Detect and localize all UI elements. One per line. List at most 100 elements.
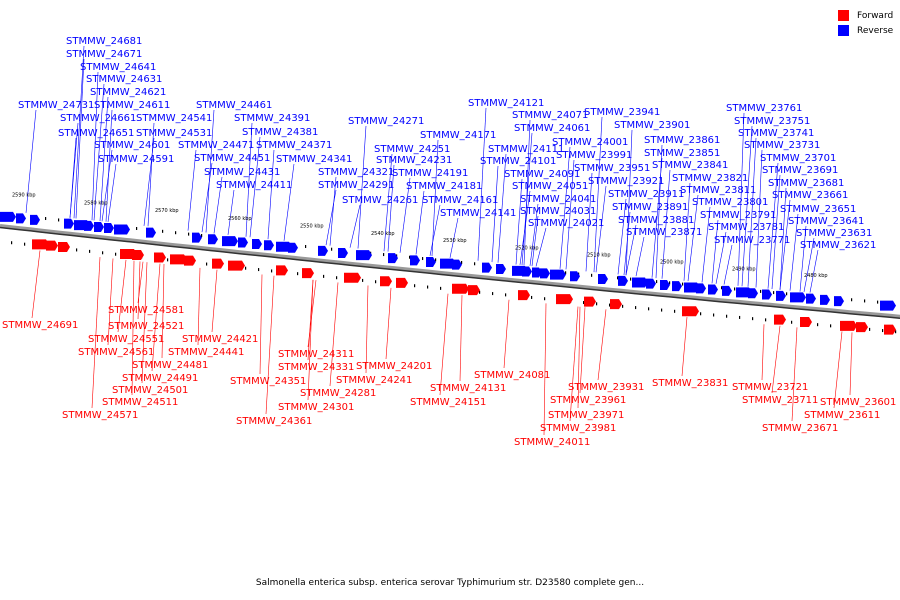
reverse-gene-label: STMMW_24171 xyxy=(420,130,496,141)
reverse-gene-arrow xyxy=(646,278,656,289)
strand-dash xyxy=(271,269,273,273)
legend: Forward Reverse xyxy=(838,8,893,38)
forward-leader-line xyxy=(151,263,161,372)
reverse-gene-label: STMMW_24071 xyxy=(512,110,588,121)
strand-dash xyxy=(375,280,377,284)
reverse-gene-label: STMMW_23851 xyxy=(644,148,720,159)
reverse-gene-label: STMMW_24191 xyxy=(392,168,468,179)
reverse-gene-label: STMMW_24341 xyxy=(276,154,352,165)
reverse-gene-label: STMMW_24141 xyxy=(440,208,516,219)
reverse-leader-line xyxy=(803,237,815,293)
forward-leader-line xyxy=(503,299,510,369)
tick-label: 2480 kbp xyxy=(804,273,828,279)
strand-dash xyxy=(669,281,671,285)
forward-gene-arrow xyxy=(584,296,596,307)
reverse-leader-line xyxy=(779,199,791,290)
reverse-gene-label: STMMW_24271 xyxy=(348,116,424,127)
reverse-leader-line xyxy=(429,204,441,256)
strand-dash xyxy=(895,330,897,334)
reverse-gene-label: STMMW_23701 xyxy=(760,153,836,164)
forward-leader-line xyxy=(833,331,843,409)
reverse-gene-label: STMMW_23871 xyxy=(626,227,702,238)
reverse-gene-label: STMMW_24111 xyxy=(488,144,564,155)
reverse-gene-label: STMMW_24321 xyxy=(318,167,394,178)
reverse-leader-line xyxy=(723,244,733,285)
reverse-leader-line xyxy=(349,204,361,248)
reverse-gene-arrow xyxy=(696,283,706,294)
strand-dash xyxy=(102,251,104,255)
reverse-gene-label: STMMW_24231 xyxy=(376,155,452,166)
strand-dash xyxy=(648,307,650,311)
reverse-leader-line xyxy=(73,45,85,219)
reverse-leader-line xyxy=(623,211,631,276)
forward-gene-label: STMMW_24311 xyxy=(278,349,354,360)
strand-dash xyxy=(544,297,546,301)
reverse-gene-label: STMMW_23951 xyxy=(574,163,650,174)
forward-leader-line xyxy=(577,306,581,409)
reverse-gene-label: STMMW_24291 xyxy=(318,180,394,191)
forward-gene-arrow xyxy=(170,254,187,265)
forward-gene-label: STMMW_24301 xyxy=(278,402,354,413)
forward-gene-label: STMMW_24691 xyxy=(2,320,78,331)
forward-leader-line xyxy=(31,250,41,319)
forward-leader-line xyxy=(117,259,127,333)
reverse-gene-label: STMMW_24161 xyxy=(422,195,498,206)
forward-gene-arrow xyxy=(344,272,361,283)
reverse-leader-line xyxy=(187,149,197,231)
strand-dash xyxy=(721,286,723,290)
reverse-leader-line xyxy=(779,187,787,290)
reverse-gene-arrow xyxy=(426,256,436,267)
strand-dash xyxy=(864,299,866,303)
reverse-gene-arrow xyxy=(30,214,40,225)
forward-leader-line xyxy=(265,275,275,415)
forward-gene-arrow xyxy=(396,277,408,288)
reverse-leader-line xyxy=(661,169,671,279)
strand-dash xyxy=(713,313,715,317)
reverse-gene-label: STMMW_23621 xyxy=(800,240,876,251)
forward-gene-label: STMMW_24551 xyxy=(88,334,164,345)
strand-dash xyxy=(765,318,767,322)
reverse-gene-arrow xyxy=(672,281,682,292)
reverse-gene-label: STMMW_24371 xyxy=(256,140,332,151)
forward-label: Forward xyxy=(857,10,894,21)
forward-leader-line xyxy=(107,258,114,346)
forward-leader-line xyxy=(141,262,148,384)
reverse-leader-line xyxy=(415,190,425,255)
reverse-leader-line xyxy=(431,139,439,257)
reverse-gene-arrow xyxy=(0,211,16,222)
legend-forward: Forward xyxy=(838,8,893,23)
forward-gene-arrow xyxy=(184,255,196,266)
tick-label: 2580 kbp xyxy=(84,200,108,206)
reverse-gene-arrow xyxy=(618,275,628,286)
reverse-leader-line xyxy=(497,153,507,263)
forward-leader-line xyxy=(791,327,798,422)
reverse-leader-line xyxy=(387,164,395,252)
reverse-gene-label: STMMW_24531 xyxy=(136,128,212,139)
forward-leader-line xyxy=(761,324,765,381)
forward-gene-label: STMMW_23721 xyxy=(732,382,808,393)
forward-leader-line xyxy=(197,267,201,346)
reverse-leader-line xyxy=(267,149,275,240)
reverse-gene-label: STMMW_24601 xyxy=(94,140,170,151)
strand-dash xyxy=(427,285,429,289)
forward-gene-arrow xyxy=(468,285,480,296)
reverse-gene-arrow xyxy=(748,288,758,299)
reverse-leader-line xyxy=(799,225,807,292)
reverse-gene-label: STMMW_24251 xyxy=(374,144,450,155)
reverse-gene-label: STMMW_23821 xyxy=(672,173,748,184)
strand-dash xyxy=(474,262,476,266)
reverse-gene-label: STMMW_24471 xyxy=(178,140,254,151)
forward-gene-arrow xyxy=(452,283,469,294)
strand-dash xyxy=(89,249,91,253)
reverse-gene-label: STMMW_23631 xyxy=(796,228,872,239)
forward-gene-label: STMMW_24081 xyxy=(474,370,550,381)
strand-dash xyxy=(175,231,177,235)
forward-gene-label: STMMW_24501 xyxy=(112,385,188,396)
reverse-leader-line xyxy=(711,219,719,284)
forward-gene-label: STMMW_23981 xyxy=(540,423,616,434)
reverse-leader-line xyxy=(789,213,799,291)
reverse-gene-label: STMMW_24591 xyxy=(98,154,174,165)
strand-dash xyxy=(882,329,884,333)
forward-gene-label: STMMW_24351 xyxy=(230,376,306,387)
